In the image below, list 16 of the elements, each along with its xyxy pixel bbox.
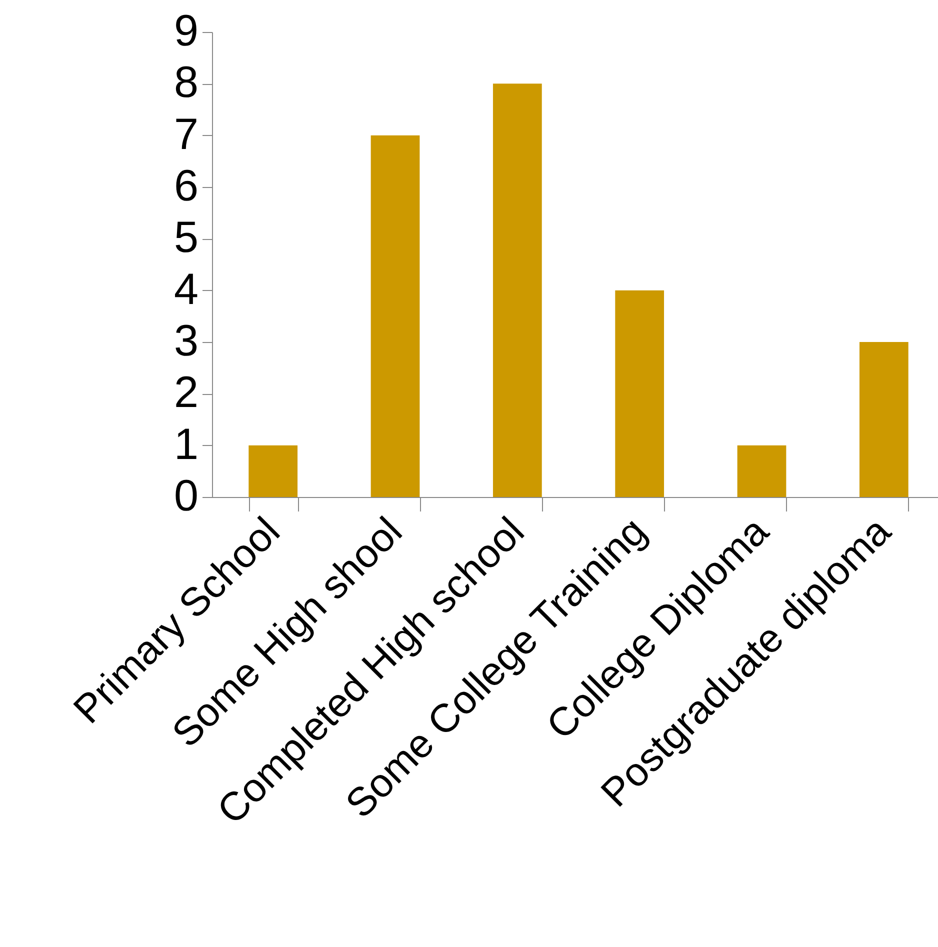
y-tick-label: 1 xyxy=(174,420,198,469)
y-tick-label: 9 xyxy=(174,6,198,56)
y-tick-label: 2 xyxy=(174,368,198,418)
bar xyxy=(615,290,664,497)
bar xyxy=(370,135,420,497)
y-tick-label: 0 xyxy=(174,472,198,520)
y-tick-label: 6 xyxy=(174,162,198,210)
y-tick-label: 3 xyxy=(174,316,198,366)
y-tick-label: 7 xyxy=(174,110,198,159)
y-tick-label: 4 xyxy=(174,264,198,314)
y-tick-label: 8 xyxy=(174,58,198,108)
bar xyxy=(859,342,908,497)
bar xyxy=(248,445,298,497)
bar xyxy=(492,84,542,497)
y-tick-label: 5 xyxy=(174,213,198,262)
bar xyxy=(737,445,786,497)
